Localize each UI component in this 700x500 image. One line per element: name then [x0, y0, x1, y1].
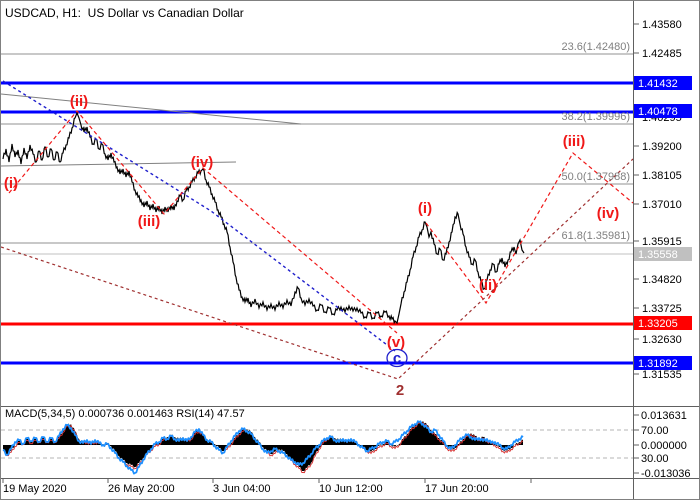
price-level-badge — [634, 104, 692, 118]
fib-level-label: 50.0(1.37988) — [562, 171, 631, 183]
price-level-badge-label: 1.40478 — [638, 106, 678, 118]
time-tick-label: 26 May 20:00 — [108, 483, 175, 495]
price-level-badge — [634, 316, 692, 330]
wave-label: 2 — [396, 382, 404, 399]
rsi-line — [2, 420, 524, 475]
level-lines-layer — [1, 53, 633, 365]
price-series-layer — [2, 111, 525, 325]
price-level-badge — [634, 76, 692, 90]
wave-label: c — [393, 350, 401, 367]
price-level-badge-label: 1.31892 — [638, 358, 678, 370]
wave-label: (i) — [4, 175, 18, 192]
price-tick-label: 1.31535 — [642, 369, 682, 381]
wave-label: (i) — [418, 200, 432, 217]
price-level-badge — [634, 247, 692, 261]
price-tick-label: 1.38105 — [642, 170, 682, 182]
price-tick-label: 1.35915 — [642, 236, 682, 248]
price-tick-label: 1.43580 — [642, 19, 682, 31]
price-tick-label: 1.32630 — [642, 334, 682, 346]
price-tick-label: 1.42485 — [642, 48, 682, 60]
macd-indicator-label: MACD(5,34,5) 0.000736 0.001463 RSI(14) 4… — [5, 408, 245, 420]
time-tick-label: 19 May 2020 — [3, 483, 67, 495]
indicator-tick-label: 0.013631 — [641, 410, 687, 422]
wave-label: (iii) — [138, 213, 161, 230]
fib-level-label: 61.8(1.35981) — [562, 230, 631, 242]
macd-histogram — [3, 420, 523, 472]
price-line — [2, 111, 525, 325]
wave-label: (iii) — [563, 133, 586, 150]
price-level-badge — [634, 356, 692, 370]
annotation-labels-layer: 23.6(1.42480) 38.2(1.39996) 50.0(1.37988) 6… — [4, 41, 630, 399]
indicator-tick-label: -0.013036 — [641, 468, 691, 480]
price-tick-label: 1.33725 — [642, 303, 682, 315]
price-tick-label: 1.39200 — [642, 141, 682, 153]
wave-label: (v) — [387, 334, 405, 351]
trendline-0 — [1, 93, 302, 125]
indicator-tick-label: 70.00 — [641, 425, 669, 437]
indicator-tick-label: 0.000000 — [641, 440, 687, 452]
projection-dashed-line-1 — [8, 110, 398, 334]
fib-level-label: 38.2(1.39996) — [562, 111, 631, 123]
projection-lines-layer — [1, 80, 634, 380]
chart-title: USDCAD, H1: US Dollar vs Canadian Dollar — [5, 6, 244, 20]
projection-dashed-line-3 — [1, 158, 634, 380]
projection-dashed-line-0 — [2, 80, 396, 352]
price-level-badge-label: 1.41432 — [638, 78, 678, 90]
time-tick-label: 3 Jun 04:00 — [213, 483, 271, 495]
price-tick-label: 1.37010 — [642, 199, 682, 211]
wave-c-circle — [386, 348, 408, 368]
trendline-1 — [1, 161, 237, 167]
macd-panel-layer — [1, 420, 633, 475]
time-tick-label: 17 Jun 20:00 — [425, 483, 489, 495]
price-level-badge-label: 1.33205 — [638, 318, 678, 330]
projection-dashed-line-2 — [425, 152, 634, 305]
indicator-tick-label: 30.00 — [641, 453, 669, 465]
price-level-badge-label: 1.35558 — [638, 249, 678, 261]
price-tick-label: 1.34820 — [642, 274, 682, 286]
wave-label: (iv) — [191, 154, 214, 171]
fib-level-label: 23.6(1.42480) — [562, 41, 631, 53]
wave-label: (ii) — [70, 93, 88, 110]
wave-label: (ii) — [479, 277, 497, 294]
time-tick-label: 10 Jun 12:00 — [319, 483, 383, 495]
wave-label: (iv) — [597, 205, 620, 222]
